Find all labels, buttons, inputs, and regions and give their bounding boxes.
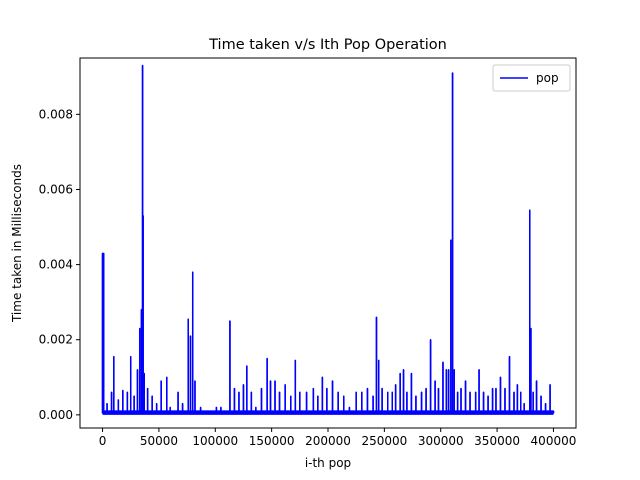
y-tick-label: 0.004	[39, 258, 73, 272]
x-axis: 0 50000 100000 150000 200000 250000 300000 3500…	[99, 428, 577, 448]
x-tick-label: 200000	[305, 434, 351, 448]
plot-area	[80, 58, 576, 428]
legend-box	[492, 64, 571, 92]
x-tick-label: 300000	[418, 434, 464, 448]
y-tick-label: 0.000	[39, 408, 73, 422]
x-tick-label: 0	[99, 434, 107, 448]
legend: pop	[492, 64, 571, 92]
x-tick-label: 400000	[531, 434, 577, 448]
legend-label-pop: pop	[536, 71, 559, 85]
y-tick-label: 0.006	[39, 182, 73, 196]
y-tick-label: 0.002	[39, 333, 73, 347]
x-tick-label: 350000	[474, 434, 520, 448]
x-axis-label: i-th pop	[305, 456, 351, 470]
y-tick-label: 0.008	[39, 107, 73, 121]
series-baseline-band-pop	[102, 410, 554, 415]
x-tick-label: 150000	[249, 434, 295, 448]
x-tick-label: 50000	[140, 434, 178, 448]
series-layer	[101, 64, 555, 415]
x-tick-label: 250000	[361, 434, 407, 448]
chart-title: Time taken v/s Ith Pop Operation	[208, 37, 447, 53]
x-tick-label: 100000	[192, 434, 238, 448]
y-axis-label: Time taken in Milliseconds	[10, 164, 24, 323]
y-axis: 0.000 0.002 0.004 0.006 0.008	[39, 107, 80, 422]
